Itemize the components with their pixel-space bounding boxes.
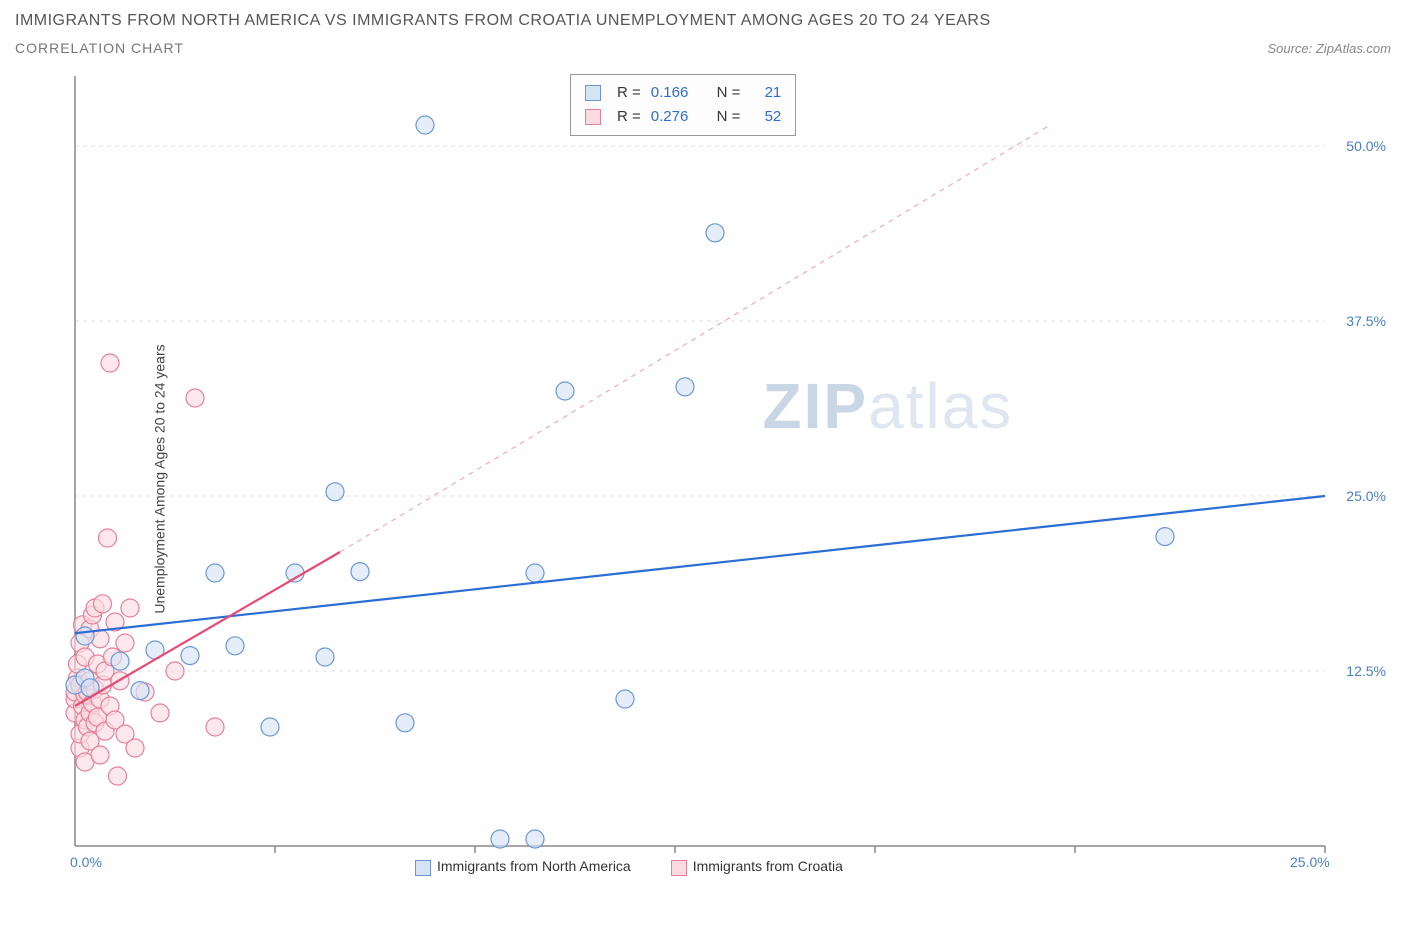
scatter-chart: [15, 66, 1391, 886]
chart-title: IMMIGRANTS FROM NORTH AMERICA VS IMMIGRA…: [15, 10, 991, 32]
y-tick-label: 12.5%: [1346, 663, 1386, 679]
bottom-legend: Immigrants from North America Immigrants …: [415, 858, 843, 875]
x-axis-max-label: 25.0%: [1290, 854, 1330, 870]
correlation-stats-box: R = 0.166 N = 21R = 0.276 N = 52: [570, 74, 796, 136]
source-attribution: Source: ZipAtlas.com: [1267, 41, 1391, 56]
legend-swatch: [585, 85, 601, 101]
legend-label: Immigrants from Croatia: [693, 858, 843, 874]
x-axis-origin-label: 0.0%: [70, 854, 102, 870]
stats-row: R = 0.276 N = 52: [585, 105, 781, 129]
y-tick-label: 50.0%: [1346, 138, 1386, 154]
chart-subtitle: CORRELATION CHART: [15, 40, 991, 56]
legend-label: Immigrants from North America: [437, 858, 631, 874]
y-axis-label: Unemployment Among Ages 20 to 24 years: [152, 344, 168, 613]
legend-item: Immigrants from Croatia: [671, 858, 843, 875]
legend-item: Immigrants from North America: [415, 858, 631, 875]
chart-container: Unemployment Among Ages 20 to 24 years 1…: [15, 66, 1391, 891]
legend-swatch: [415, 860, 431, 876]
legend-swatch: [671, 860, 687, 876]
stats-row: R = 0.166 N = 21: [585, 81, 781, 105]
legend-swatch: [585, 109, 601, 125]
y-tick-label: 37.5%: [1346, 313, 1386, 329]
watermark: ZIPatlas: [763, 369, 1014, 443]
y-tick-label: 25.0%: [1346, 488, 1386, 504]
